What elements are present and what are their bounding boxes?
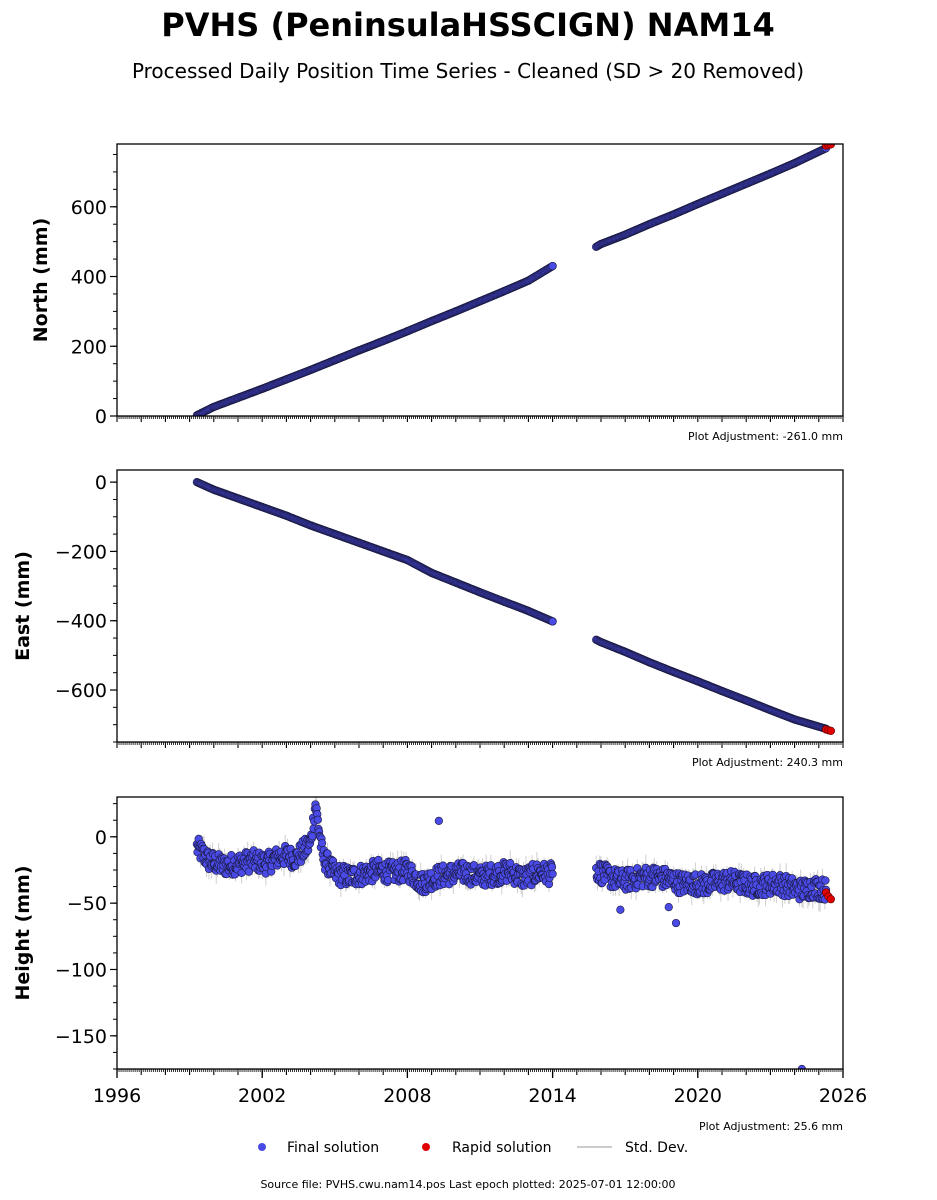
panel-1: 0 200 400 600 North (mm) Plot Adjustment: -26… [30, 143, 844, 443]
series-final-1 [192, 478, 557, 626]
legend: Final solution Rapid solution Std. Dev. [258, 1140, 688, 1156]
series-final-3 [434, 816, 806, 1069]
y-tick-label: −100 [55, 959, 107, 981]
x-tick-label: 2026 [819, 1085, 867, 1107]
x-tick-label: 2020 [674, 1085, 722, 1107]
chart-subtitle: Processed Daily Position Time Series - C… [132, 59, 804, 83]
final-point [548, 261, 557, 271]
final-point [548, 617, 557, 626]
x-tick-label: 2008 [383, 1085, 431, 1107]
plot-area [192, 478, 836, 736]
series-final-2 [592, 144, 831, 251]
footer-source: Source file: PVHS.cwu.nam14.pos Last epo… [260, 1178, 675, 1191]
panels: 0 200 400 600 North (mm) Plot Adjustment: -26… [12, 143, 867, 1133]
rapid-point [826, 726, 836, 736]
y-tick-label: 0 [95, 827, 107, 849]
legend-label-rapid: Rapid solution [452, 1140, 552, 1156]
legend-label-stddev: Std. Dev. [625, 1140, 688, 1156]
final-point [434, 816, 443, 825]
x-tick-label: 1996 [93, 1085, 141, 1107]
panel-3: 0 −50 −100 −150 1996 2002 2008 2014 2020 2026 Heig… [12, 796, 867, 1133]
chart-title: PVHS (PeninsulaHSSCIGN) NAM14 [161, 6, 774, 44]
final-point [244, 867, 253, 876]
final-point [671, 918, 681, 928]
final-point [821, 876, 830, 885]
y-axis-label: Height (mm) [12, 865, 34, 1000]
y-tick-label: 0 [95, 406, 107, 428]
axes-frame [116, 469, 844, 743]
final-point [548, 869, 557, 879]
panel-2: 0 −200 −400 −600 East (mm) Plot Adjustment: 2… [12, 469, 844, 769]
rapid-point [826, 895, 836, 904]
series-final-2 [592, 635, 831, 733]
final-point [317, 839, 327, 848]
plot-area [192, 144, 835, 416]
final-point [664, 903, 673, 912]
y-tick-label: −200 [55, 541, 107, 563]
plot-area [192, 797, 836, 1069]
y-tick-label: 200 [71, 336, 107, 358]
final-point [308, 832, 317, 841]
series-rapid-4 [821, 888, 836, 904]
series-rapid-3 [821, 144, 835, 150]
legend-label-final: Final solution [287, 1140, 379, 1156]
final-point [547, 863, 557, 872]
y-tick-label: 0 [95, 472, 107, 494]
y-tick-label: 400 [71, 267, 107, 289]
x-tick-label: 2002 [238, 1085, 286, 1107]
final-point [313, 815, 322, 824]
axes-frame [116, 796, 844, 1070]
legend-marker-final [258, 1143, 266, 1151]
x-tick-label: 2014 [528, 1085, 576, 1107]
y-tick-label: −600 [55, 680, 107, 702]
final-point [616, 905, 625, 914]
series-final-2 [592, 854, 831, 913]
legend-marker-rapid [422, 1143, 430, 1151]
y-tick-label: −400 [55, 611, 107, 633]
y-tick-label: −50 [67, 893, 107, 915]
y-tick-label: −150 [55, 1026, 107, 1048]
y-tick-label: 600 [71, 197, 107, 219]
y-axis-label: East (mm) [12, 551, 34, 661]
plot-adjustment: Plot Adjustment: 240.3 mm [692, 756, 843, 769]
plot-adjustment: Plot Adjustment: 25.6 mm [699, 1120, 843, 1133]
series-rapid-3 [821, 725, 836, 736]
plot-adjustment: Plot Adjustment: -261.0 mm [688, 430, 843, 443]
series-final-1 [192, 797, 557, 901]
y-axis-label: North (mm) [30, 218, 52, 343]
series-final-1 [192, 261, 557, 416]
